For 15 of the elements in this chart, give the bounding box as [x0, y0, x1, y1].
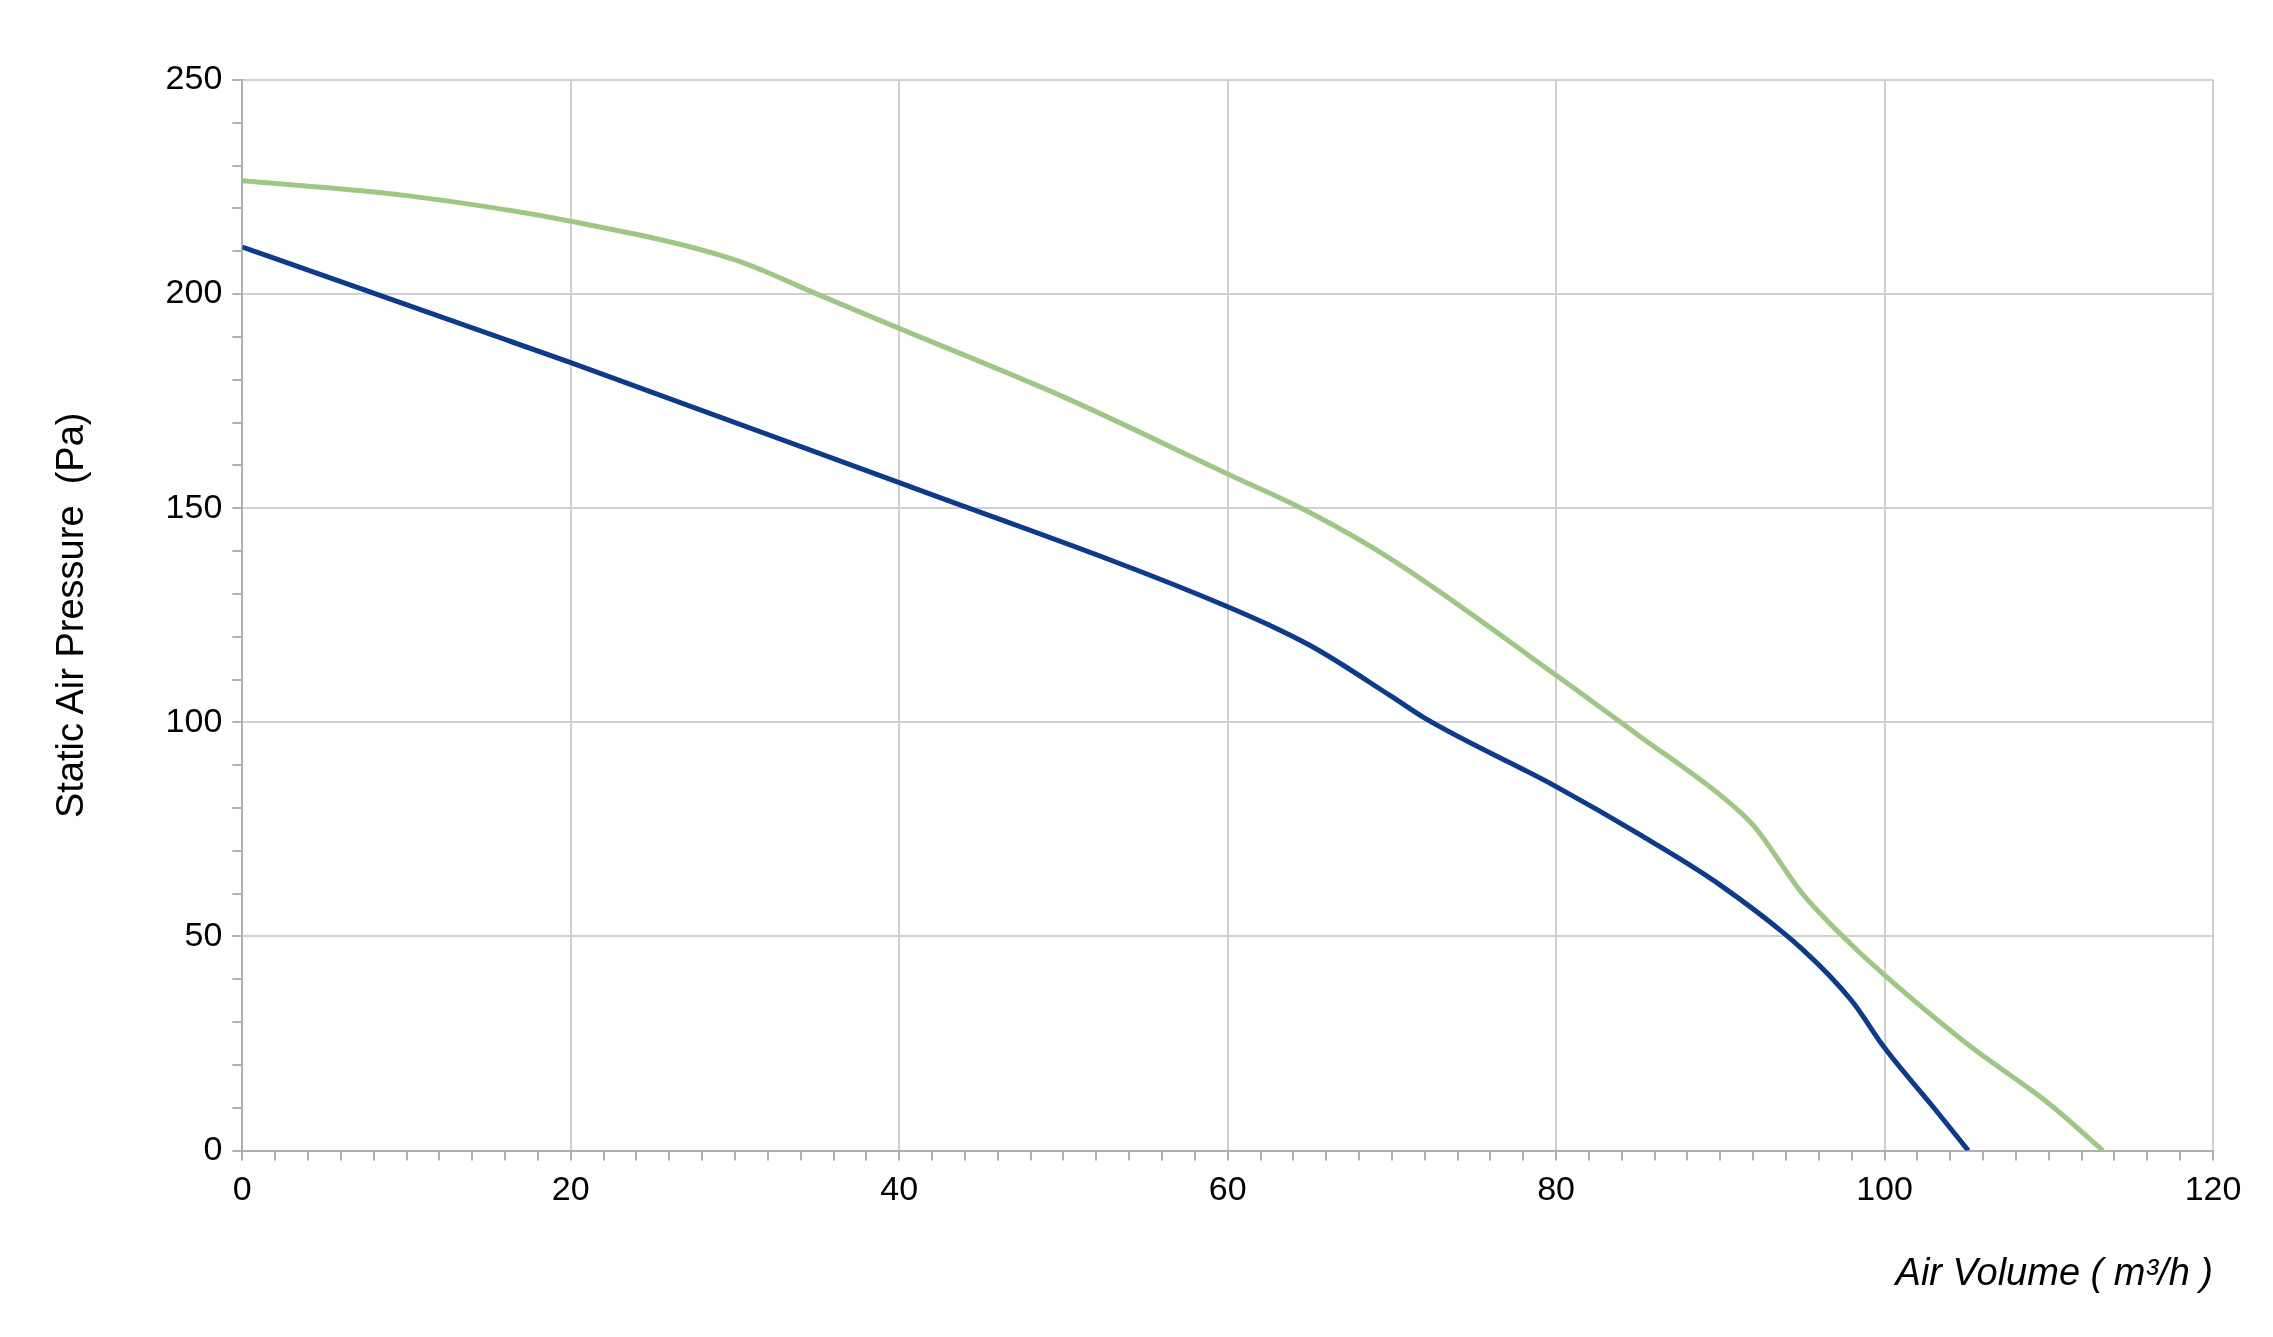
- x-tick-label: 20: [551, 1169, 590, 1208]
- x-axis-title: Air Volume ( m³/h ): [1893, 1250, 2213, 1293]
- y-axis-title: Static Air Pressure (Pa): [49, 412, 92, 819]
- y-tick-label: 200: [165, 272, 223, 311]
- x-tick-label: 0: [232, 1169, 252, 1208]
- x-tick-label: 60: [1208, 1169, 1247, 1208]
- y-tick-label: 0: [203, 1128, 223, 1167]
- x-tick-label: 80: [1537, 1169, 1576, 1208]
- y-tick-label: 150: [165, 486, 223, 525]
- x-tick-label: 100: [1856, 1169, 1913, 1208]
- x-tick-label: 120: [2184, 1169, 2242, 1208]
- y-tick-label: 50: [184, 914, 223, 953]
- y-tick-label: 100: [165, 700, 223, 739]
- y-tick-label: 250: [165, 58, 223, 97]
- x-tick-label: 40: [880, 1169, 919, 1208]
